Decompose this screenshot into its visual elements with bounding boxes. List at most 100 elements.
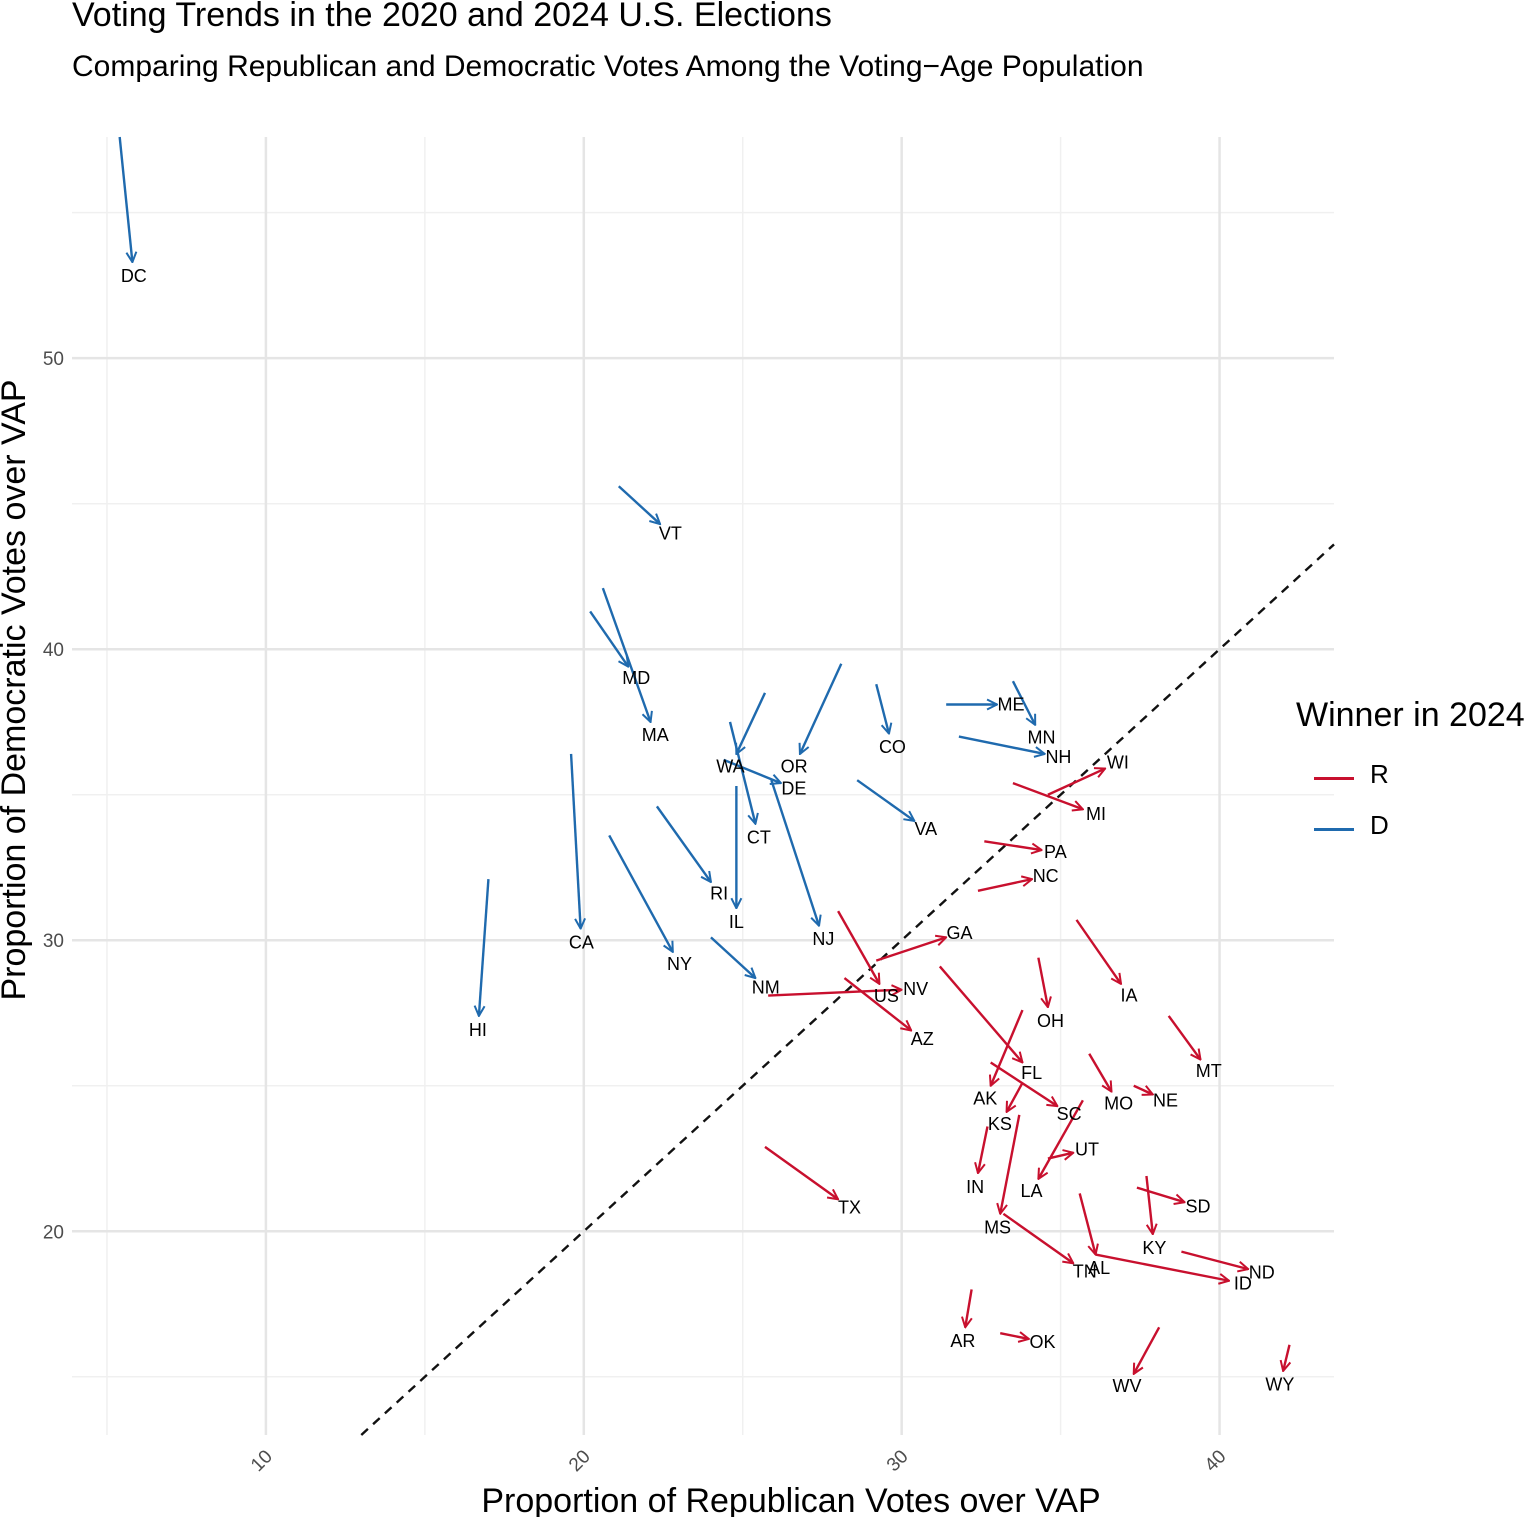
state-label-ut: UT <box>1075 1140 1099 1160</box>
x-axis-title: Proportion of Republican Votes over VAP <box>481 1482 1100 1517</box>
arrow-tn <box>1002 1212 1073 1263</box>
arrow-ne <box>1133 1084 1153 1095</box>
arrow-md <box>589 610 628 666</box>
arrow-sd <box>1136 1186 1185 1203</box>
arrow-ar <box>965 1289 973 1327</box>
arrow-ga <box>875 937 946 962</box>
arrow-ma <box>601 587 651 722</box>
state-label-oh: OH <box>1037 1011 1064 1031</box>
state-label-ks: KS <box>988 1114 1012 1134</box>
arrow-ny <box>608 834 673 951</box>
state-label-mo: MO <box>1104 1094 1133 1114</box>
state-label-nv: NV <box>903 979 928 999</box>
arrow-wa <box>736 692 767 754</box>
arrow-tx <box>764 1145 838 1199</box>
state-label-mn: MN <box>1028 727 1056 747</box>
arrow-wv <box>1134 1326 1161 1374</box>
arrow-ut <box>1047 1153 1073 1159</box>
arrow-mo <box>1088 1053 1111 1092</box>
legend-item-d: D <box>1314 810 1514 844</box>
y-tick-label: 20 <box>43 1222 64 1243</box>
state-label-ak: AK <box>973 1089 997 1109</box>
state-label-us: US <box>874 986 899 1006</box>
arrow-ct <box>728 721 755 824</box>
state-label-or: OR <box>781 757 808 777</box>
legend-swatch-d <box>1314 828 1354 831</box>
state-label-nj: NJ <box>812 929 834 949</box>
state-label-ri: RI <box>710 883 728 903</box>
state-label-co: CO <box>879 737 906 757</box>
state-label-ia: IA <box>1121 985 1138 1005</box>
arrow-nc <box>977 879 1032 892</box>
arrow-ak <box>991 1009 1024 1086</box>
arrow-mt <box>1167 1015 1201 1060</box>
state-label-in: IN <box>966 1177 984 1197</box>
state-label-az: AZ <box>911 1029 934 1049</box>
arrow-mi <box>1012 781 1083 809</box>
arrow-sc <box>990 1061 1058 1106</box>
state-label-ny: NY <box>667 954 692 974</box>
arrow-pa <box>984 840 1041 850</box>
arrow-de <box>723 758 781 783</box>
reference-line <box>360 543 1335 1436</box>
y-axis-title: Proportion of Democratic Votes over VAP <box>0 379 33 1000</box>
arrow-wy <box>1283 1344 1289 1371</box>
state-label-nm: NM <box>752 978 780 998</box>
y-tick-label: 30 <box>43 931 64 952</box>
arrow-ri <box>655 805 711 882</box>
state-label-pa: PA <box>1044 842 1067 862</box>
y-axis-ticks: 20 30 40 50 <box>43 349 64 1243</box>
arrow-fl <box>938 965 1023 1062</box>
arrow-oh <box>1037 957 1048 1007</box>
diagonal-reference-line <box>360 543 1335 1436</box>
x-tick-label: 30 <box>883 1446 913 1476</box>
state-label-sd: SD <box>1185 1196 1210 1216</box>
arrow-co <box>875 683 889 733</box>
state-label-ma: MA <box>642 725 669 745</box>
state-label-wv: WV <box>1113 1376 1142 1396</box>
arrow-in <box>978 1126 989 1174</box>
x-tick-label: 40 <box>1201 1446 1231 1476</box>
legend-label-r: R <box>1370 759 1389 789</box>
y-tick-label: 40 <box>43 640 64 661</box>
state-label-wy: WY <box>1265 1375 1294 1395</box>
state-label-dc: DC <box>121 266 147 286</box>
arrow-us <box>837 910 879 984</box>
arrow-ca <box>569 753 581 929</box>
state-label-hi: HI <box>469 1020 487 1040</box>
state-label-wa: WA <box>716 757 744 777</box>
arrow-ok <box>999 1333 1029 1339</box>
x-tick-label: 20 <box>565 1446 595 1476</box>
state-label-id: ID <box>1234 1273 1252 1293</box>
state-label-ms: MS <box>984 1218 1011 1238</box>
arrow-vt <box>617 485 660 524</box>
state-label-sc: SC <box>1057 1104 1082 1124</box>
arrow-ia <box>1075 919 1122 984</box>
arrow-al <box>1078 1193 1096 1254</box>
state-label-al: AL <box>1088 1258 1110 1278</box>
state-label-wi: WI <box>1107 753 1129 773</box>
chart-title: Voting Trends in the 2020 and 2024 U.S. … <box>72 0 832 34</box>
arrow-az <box>843 977 911 1030</box>
state-label-nd: ND <box>1249 1263 1275 1283</box>
state-label-ar: AR <box>950 1331 975 1351</box>
arrow-nm <box>710 936 756 978</box>
state-label-tx: TX <box>838 1197 861 1217</box>
state-label-ga: GA <box>946 923 972 943</box>
state-label-ky: KY <box>1142 1238 1166 1258</box>
state-label-va: VA <box>914 819 937 839</box>
state-label-il: IL <box>729 912 744 932</box>
state-label-ne: NE <box>1153 1090 1178 1110</box>
legend-title: Winner in 2024 <box>1296 696 1525 734</box>
major-gridlines <box>72 137 1334 1435</box>
y-tick-label: 50 <box>43 349 64 370</box>
state-label-ca: CA <box>569 933 594 953</box>
vote-shift-arrows <box>118 136 1290 1374</box>
arrow-la <box>1038 1099 1084 1179</box>
state-label-fl: FL <box>1021 1063 1042 1083</box>
state-label-nc: NC <box>1033 866 1059 886</box>
arrow-va <box>856 779 914 821</box>
arrow-ky <box>1145 1175 1152 1234</box>
